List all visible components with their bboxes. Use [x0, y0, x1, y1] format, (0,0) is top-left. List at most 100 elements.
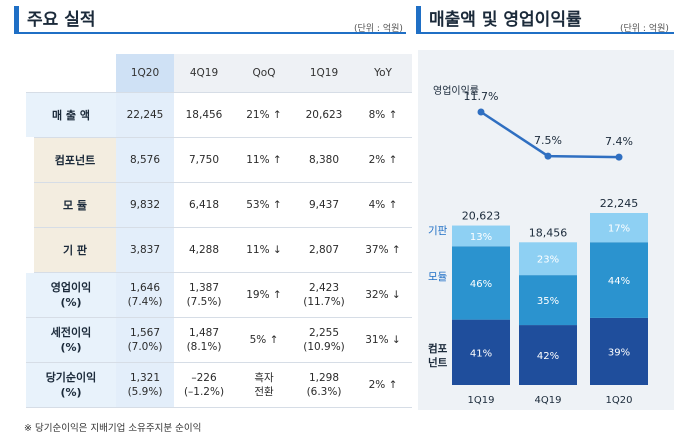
table-cell: 8,576: [116, 137, 174, 183]
table-cell: 2,423 (11.7%): [294, 272, 354, 318]
cell-value: 2,255 (10.9%): [303, 327, 345, 353]
column-header: 1Q19: [294, 54, 354, 93]
table-cell: 1,387 (7.5%): [174, 272, 234, 318]
cell-value: 흑자 전환: [254, 372, 274, 398]
row-label-text: 기 판: [62, 243, 88, 257]
table-cell: 9,832: [116, 182, 174, 228]
row-label: 기 판: [18, 227, 116, 273]
footnote: ※ 당기순이익은 지배기업 소유주지분 순이익: [24, 423, 202, 434]
table-cell: 8,380: [294, 137, 354, 183]
category-label: 1Q20: [606, 395, 633, 406]
table-cell: 37% ↑: [354, 227, 412, 273]
cell-value: 3,837: [129, 244, 161, 256]
bar-segment: [452, 225, 510, 247]
cell-value: 1,567 (7.0%): [127, 327, 163, 353]
margin-label: 7.5%: [534, 134, 562, 147]
cell-value: 6,418: [188, 199, 220, 211]
table-cell: 31% ↓: [354, 317, 412, 363]
row-label-text: 모 듈: [62, 198, 88, 212]
cell-value: 5% ↑: [249, 334, 279, 346]
table-cell: 18,456: [174, 92, 234, 138]
bar-segment: [519, 325, 577, 385]
column-header: QoQ: [234, 54, 294, 93]
cell-value: 37% ↑: [365, 244, 401, 256]
table-cell: 2% ↑: [354, 362, 412, 408]
table-cell: 32% ↓: [354, 272, 412, 318]
cell-value: 19% ↑: [246, 289, 282, 301]
segment-label: 44%: [608, 276, 630, 287]
row-label-text: 세전이익 (%): [50, 326, 92, 354]
cell-value: 11% ↑: [246, 154, 282, 166]
table-cell: –226 (–1.2%): [174, 362, 234, 408]
cell-value: 18,456: [185, 109, 223, 121]
table-cell: 1,567 (7.0%): [116, 317, 174, 363]
table-cell: 2% ↑: [354, 137, 412, 183]
bar-segment: [590, 242, 648, 318]
cell-value: 4% ↑: [368, 199, 398, 211]
table-cell: 11% ↓: [234, 227, 294, 273]
table-header-row: 1Q20 4Q19 QoQ 1Q19 YoY: [26, 54, 412, 93]
table-cell: 22,245: [116, 92, 174, 138]
bar-segment: [519, 275, 577, 326]
cell-value: 4,288: [188, 244, 220, 256]
table-cell: 20,623: [294, 92, 354, 138]
row-label: 매 출 액: [26, 92, 116, 138]
table-row: 세전이익 (%) 1,567 (7.0%) 1,487 (8.1%) 5% ↑ 2,25…: [26, 317, 412, 363]
table-cell: 4,288: [174, 227, 234, 273]
table-cell: 5% ↑: [234, 317, 294, 363]
row-label-text: 당기순이익 (%): [45, 371, 97, 399]
cell-value: 2,807: [308, 244, 340, 256]
column-header: 1Q20: [116, 54, 174, 93]
category-label: 1Q19: [468, 395, 495, 406]
cell-value: –226 (–1.2%): [183, 372, 225, 398]
table-cell: 1,646 (7.4%): [116, 272, 174, 318]
row-label: 세전이익 (%): [26, 317, 116, 363]
legend-label: 컴포 넌트: [428, 343, 448, 369]
left-title-text: 주요 실적: [27, 10, 96, 30]
cell-value: 11% ↓: [246, 244, 282, 256]
table-cell: 7,750: [174, 137, 234, 183]
total-label: 18,456: [529, 226, 568, 239]
table-cell: 19% ↑: [234, 272, 294, 318]
right-unit: (단위 : 억원): [620, 24, 669, 34]
results-table: 1Q20 4Q19 QoQ 1Q19 YoY 매 출 액 22,245 18,456 21% ↑…: [18, 54, 412, 408]
segment-label: 13%: [470, 232, 492, 243]
table-cell: 53% ↑: [234, 182, 294, 228]
row-label-text: 매 출 액: [51, 108, 91, 122]
segment-label: 42%: [537, 351, 559, 362]
table-cell: 9,437: [294, 182, 354, 228]
table-cell: 1,321 (5.9%): [116, 362, 174, 408]
cell-value: 22,245: [126, 109, 164, 121]
table-row: 컴포넌트 8,576 7,750 11% ↑ 8,380 2% ↑: [18, 137, 412, 183]
cell-value: 8% ↑: [368, 109, 398, 121]
table-cell: 흑자 전환: [234, 362, 294, 408]
cell-value: 1,487 (8.1%): [186, 327, 222, 353]
line-series-label: 영업이익률: [433, 84, 479, 97]
total-label: 22,245: [600, 197, 639, 210]
header-corner: [26, 54, 116, 93]
table-row: 영업이익 (%) 1,646 (7.4%) 1,387 (7.5%) 19% ↑ 2,4…: [26, 272, 412, 318]
category-label: 4Q19: [535, 395, 562, 406]
bar-segment: [519, 242, 577, 276]
table-cell: 2,255 (10.9%): [294, 317, 354, 363]
cell-value: 53% ↑: [246, 199, 282, 211]
segment-label: 46%: [470, 279, 492, 290]
total-label: 20,623: [462, 210, 501, 223]
cell-value: 8,380: [308, 154, 340, 166]
segment-label: 39%: [608, 347, 630, 358]
cell-value: 2% ↑: [368, 379, 398, 391]
table-cell: 3,837: [116, 227, 174, 273]
margin-label: 11.7%: [464, 90, 499, 103]
table-row: 기 판 3,837 4,288 11% ↓ 2,807 37% ↑: [18, 227, 412, 273]
segment-label: 17%: [608, 224, 630, 235]
cell-value: 21% ↑: [246, 109, 282, 121]
bar-segment: [452, 246, 510, 320]
table-cell: 1,298 (6.3%): [294, 362, 354, 408]
row-label: 당기순이익 (%): [26, 362, 116, 408]
cell-value: 20,623: [305, 109, 343, 121]
table-row: 모 듈 9,832 6,418 53% ↑ 9,437 4% ↑: [18, 182, 412, 228]
margin-label: 7.4%: [605, 135, 633, 148]
segment-label: 41%: [470, 348, 492, 359]
cell-value: 7,750: [188, 154, 220, 166]
